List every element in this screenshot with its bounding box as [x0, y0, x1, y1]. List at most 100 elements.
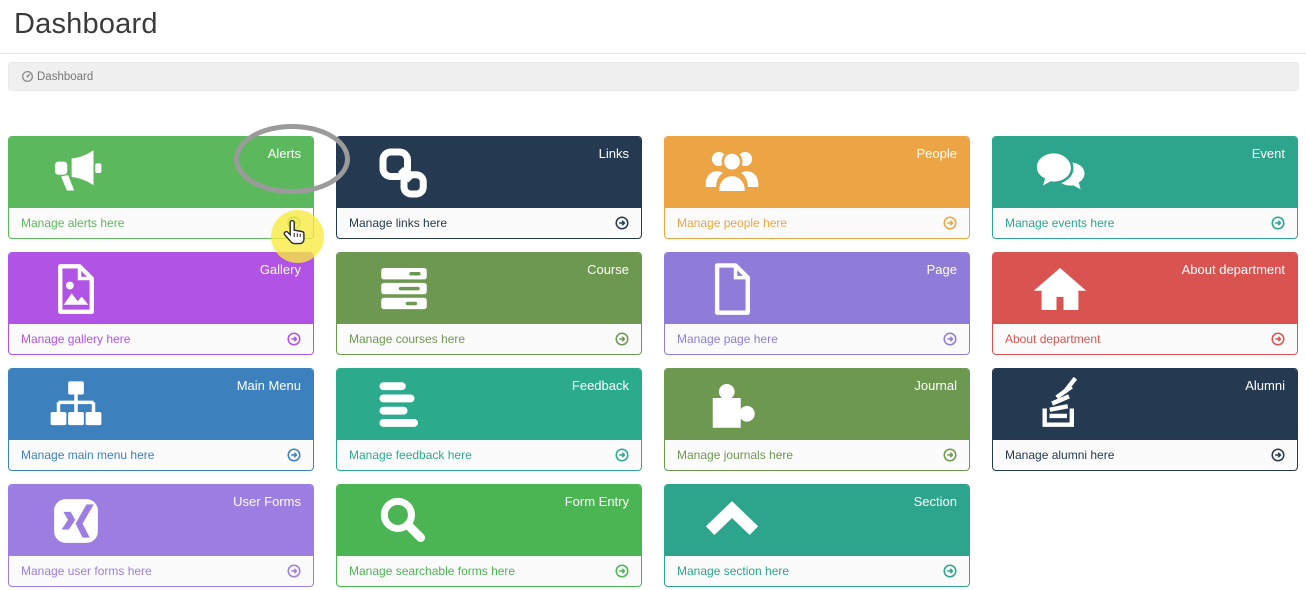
tile-footer-text: Manage people here	[677, 216, 788, 230]
tile-header-feedback: Feedback	[337, 369, 641, 440]
arrow-circle-right-icon[interactable]	[615, 216, 629, 230]
tile-header-alumni: Alumni	[993, 369, 1297, 440]
tile-footer-link-alumni[interactable]: Manage alumni here	[993, 440, 1297, 470]
tile-footer-text: Manage searchable forms here	[349, 564, 516, 578]
tile-footer-text: Manage events here	[1005, 216, 1115, 230]
tile-footer-text: Manage alerts here	[21, 216, 125, 230]
tile-title: People	[916, 146, 957, 161]
tile-footer-text: Manage alumni here	[1005, 448, 1115, 462]
arrow-circle-right-icon[interactable]	[1271, 332, 1285, 346]
arrow-circle-right-icon[interactable]	[1271, 448, 1285, 462]
tile-footer-text: Manage courses here	[349, 332, 466, 346]
tile-page[interactable]: Page Manage page here	[664, 252, 970, 355]
tile-form-entry[interactable]: Form Entry Manage searchable forms here	[336, 484, 642, 587]
tile-event[interactable]: Event Manage events here	[992, 136, 1298, 239]
tile-footer-link-form-entry[interactable]: Manage searchable forms here	[337, 556, 641, 586]
tile-title: Alumni	[1245, 378, 1285, 393]
title-divider	[0, 53, 1306, 54]
breadcrumb-label: Dashboard	[37, 70, 94, 83]
tile-header-about-department: About department	[993, 253, 1297, 324]
arrow-circle-right-icon[interactable]	[287, 332, 301, 346]
tile-title: Main Menu	[236, 378, 301, 393]
puzzle-icon	[701, 377, 763, 433]
tile-people[interactable]: People Manage people here	[664, 136, 970, 239]
breadcrumb[interactable]: Dashboard	[8, 62, 1299, 91]
tile-section[interactable]: Section Manage section here	[664, 484, 970, 587]
comments-icon	[1029, 145, 1091, 201]
tile-course[interactable]: Course Manage courses here	[336, 252, 642, 355]
tile-user-forms[interactable]: User Forms Manage user forms here	[8, 484, 314, 587]
arrow-circle-right-icon[interactable]	[943, 448, 957, 462]
page-title: Dashboard	[14, 8, 158, 40]
tile-header-alerts: Alerts	[9, 137, 313, 208]
tile-footer-link-gallery[interactable]: Manage gallery here	[9, 324, 313, 354]
chain-icon	[373, 145, 435, 201]
tile-footer-link-page[interactable]: Manage page here	[665, 324, 969, 354]
arrow-circle-right-icon[interactable]	[943, 564, 957, 578]
tile-header-links: Links	[337, 137, 641, 208]
tile-footer-link-main-menu[interactable]: Manage main menu here	[9, 440, 313, 470]
tile-title: Page	[926, 262, 957, 277]
arrow-circle-right-icon[interactable]	[287, 216, 301, 230]
tile-header-form-entry: Form Entry	[337, 485, 641, 556]
tile-title: Alerts	[267, 146, 301, 161]
tile-footer-link-course[interactable]: Manage courses here	[337, 324, 641, 354]
tile-footer-text: Manage gallery here	[21, 332, 131, 346]
dashboard-tile-grid: Alerts Manage alerts here Links Manage link…	[8, 136, 1298, 587]
tile-footer-text: About department	[1005, 332, 1101, 346]
tile-title: Course	[587, 262, 629, 277]
tile-gallery[interactable]: Gallery Manage gallery here	[8, 252, 314, 355]
tile-footer-link-user-forms[interactable]: Manage user forms here	[9, 556, 313, 586]
arrow-circle-right-icon[interactable]	[287, 448, 301, 462]
tile-alerts[interactable]: Alerts Manage alerts here	[8, 136, 314, 239]
tile-footer-text: Manage page here	[677, 332, 778, 346]
arrow-circle-right-icon[interactable]	[615, 564, 629, 578]
dashboard-gauge-icon	[21, 70, 34, 83]
tile-header-course: Course	[337, 253, 641, 324]
tile-title: Journal	[914, 378, 957, 393]
arrow-circle-right-icon[interactable]	[287, 564, 301, 578]
tile-footer-text: Manage section here	[677, 564, 790, 578]
tile-title: Links	[598, 146, 629, 161]
arrow-circle-right-icon[interactable]	[943, 332, 957, 346]
tile-title: Section	[913, 494, 957, 509]
tile-journal[interactable]: Journal Manage journals here	[664, 368, 970, 471]
tile-footer-text: Manage feedback here	[349, 448, 472, 462]
tile-footer-link-event[interactable]: Manage events here	[993, 208, 1297, 238]
tile-header-people: People	[665, 137, 969, 208]
tile-title: Event	[1251, 146, 1285, 161]
tile-header-page: Page	[665, 253, 969, 324]
arrow-circle-right-icon[interactable]	[943, 216, 957, 230]
tile-title: Feedback	[571, 378, 629, 393]
tile-footer-text: Manage main menu here	[21, 448, 155, 462]
server-icon	[373, 261, 435, 317]
tile-footer-link-about-department[interactable]: About department	[993, 324, 1297, 354]
tile-footer-link-people[interactable]: Manage people here	[665, 208, 969, 238]
tile-footer-link-links[interactable]: Manage links here	[337, 208, 641, 238]
tile-footer-link-journal[interactable]: Manage journals here	[665, 440, 969, 470]
tile-header-event: Event	[993, 137, 1297, 208]
file-icon	[701, 261, 763, 317]
tile-main-menu[interactable]: Main Menu Manage main menu here	[8, 368, 314, 471]
tile-footer-link-section[interactable]: Manage section here	[665, 556, 969, 586]
tile-footer-link-alerts[interactable]: Manage alerts here	[9, 208, 313, 238]
tile-about-department[interactable]: About department About department	[992, 252, 1298, 355]
tile-header-main-menu: Main Menu	[9, 369, 313, 440]
tile-header-section: Section	[665, 485, 969, 556]
tile-alumni[interactable]: Alumni Manage alumni here	[992, 368, 1298, 471]
arrow-circle-right-icon[interactable]	[1271, 216, 1285, 230]
tile-feedback[interactable]: Feedback Manage feedback here	[336, 368, 642, 471]
sitemap-icon	[45, 377, 107, 433]
home-icon	[1029, 261, 1091, 317]
xing-icon	[45, 493, 107, 549]
tile-title: User Forms	[233, 494, 301, 509]
bullhorn-icon	[45, 145, 107, 201]
arrow-circle-right-icon[interactable]	[615, 448, 629, 462]
tile-header-journal: Journal	[665, 369, 969, 440]
tile-links[interactable]: Links Manage links here	[336, 136, 642, 239]
stack-overflow-icon	[1029, 376, 1091, 433]
tile-header-gallery: Gallery	[9, 253, 313, 324]
arrow-circle-right-icon[interactable]	[615, 332, 629, 346]
users-icon	[701, 145, 763, 201]
tile-footer-link-feedback[interactable]: Manage feedback here	[337, 440, 641, 470]
